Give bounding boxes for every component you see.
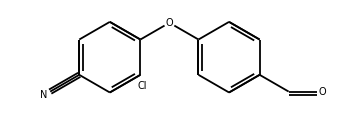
Text: Cl: Cl	[138, 81, 148, 91]
Text: O: O	[319, 87, 326, 97]
Text: N: N	[40, 90, 48, 100]
Text: O: O	[166, 18, 173, 28]
